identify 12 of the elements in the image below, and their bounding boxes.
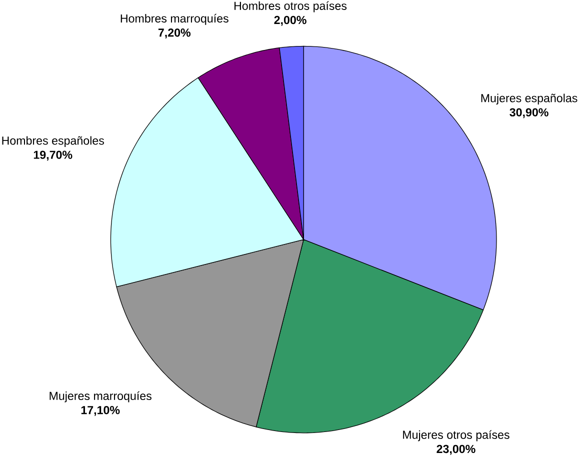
data-label: 19,70% (34, 150, 72, 161)
slice-label: Mujeres españolas (481, 94, 578, 105)
slice-label: Hombres marroquíes (120, 14, 228, 25)
data-label: 23,00% (436, 444, 476, 455)
data-label: 2,00% (274, 16, 306, 26)
slice-label: Hombres españoles (2, 136, 104, 148)
data-label: 7,20% (158, 28, 191, 38)
slice-label: Mujeres otros países (403, 430, 510, 442)
slice-label: Hombres otros países (234, 1, 347, 12)
slice-label: Mujeres marroquíes (50, 391, 152, 402)
data-label: 17,10% (81, 406, 120, 416)
data-label: 30,90% (510, 108, 548, 118)
